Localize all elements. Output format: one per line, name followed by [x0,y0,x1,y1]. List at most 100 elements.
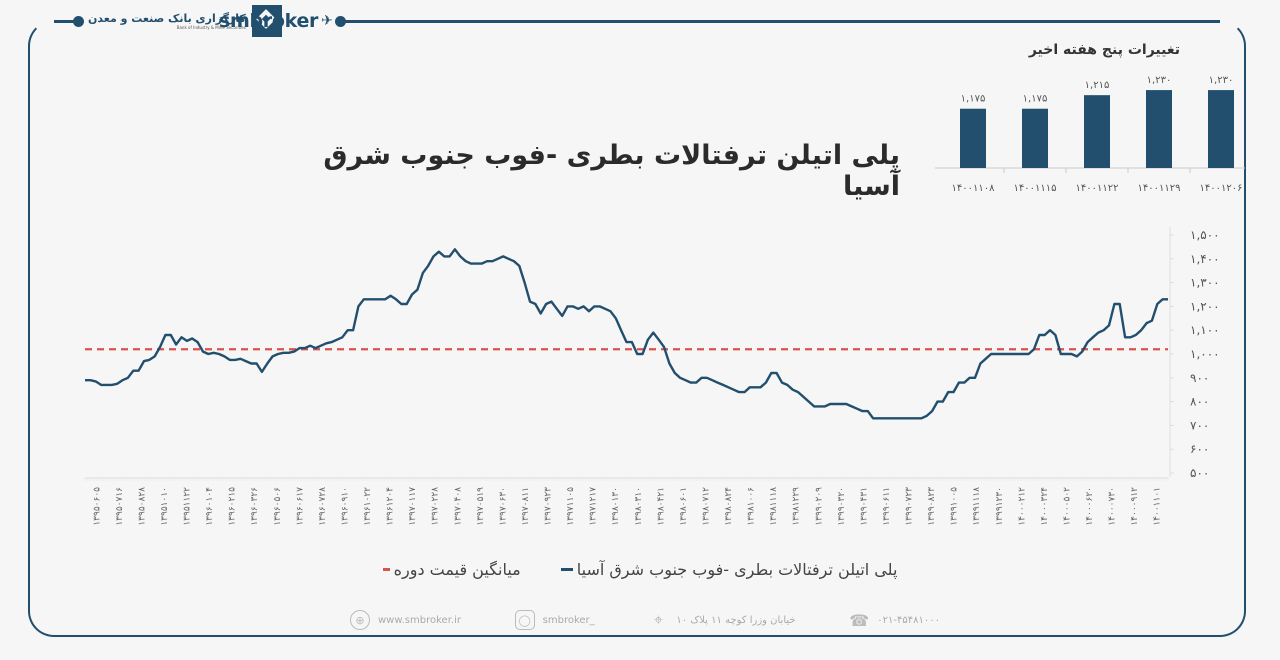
bar-category-label: ۱۴۰۰۱۲۰۶ [1200,183,1243,194]
x-tick-label: ۱۳۹۹۰۶۱۱ [882,487,892,526]
x-tick-label: ۱۳۹۵۰۷۱۶ [115,487,125,526]
footer-address: ⌖ خیابان وزرا کوچه ۱۱ پلاک ۱۰ [648,610,796,630]
page-frame [28,20,1246,637]
x-tick-label: ۱۳۹۹۰۲۰۹ [814,487,824,526]
instagram-text: smbroker_ [542,614,595,626]
bar-value-label: ۱,۲۳۰ [1147,75,1172,86]
x-tick-label: ۱۳۹۷۱۱۰۵ [566,487,576,526]
legend-solid-swatch [560,568,573,571]
x-tick-label: ۱۳۹۷۱۲۱۷ [589,487,599,526]
legend-average-label: میانگین قیمت دوره [393,560,521,579]
chart-title: پلی اتیلن ترفتالات بطری -فوب جنوب شرق آس… [323,140,900,202]
footer-instagram[interactable]: ◯ smbroker_ [514,610,595,630]
x-tick-label: ۱۳۹۹۱۲۳۰ [995,487,1005,526]
x-tick-label: ۱۳۹۹۰۴۳۱ [859,487,869,526]
legend-average: میانگین قیمت دوره [382,560,521,579]
frame-dot-right [335,15,346,27]
weekly-bar [1084,95,1110,168]
x-tick-label: ۱۴۰۰۰۷۳۰ [1108,487,1118,526]
x-tick-label: ۱۳۹۶۰۹۱۰ [340,487,350,526]
phone-icon: ☎ [849,610,870,630]
bar-category-label: ۱۴۰۰۱۱۰۸ [952,183,996,194]
x-tick-label: ۱۳۹۷۰۸۱۱ [521,487,531,526]
weekly-bar [1208,90,1234,168]
x-tick-label: ۱۳۹۸۰۱۳۰ [611,487,621,526]
bar-category-label: ۱۴۰۰۱۱۲۹ [1138,183,1181,194]
weekly-chart-title: تغییرات پنج هفته اخیر [1028,42,1180,58]
x-tick-label: ۱۴۰۰۰۹۱۲ [1130,487,1140,526]
y-tick-label: ۵۰۰ [1190,466,1209,480]
bar-value-label: ۱,۱۷۵ [1023,94,1048,105]
x-tick-label: ۱۳۹۶۱۰۲۲ [363,487,373,526]
price-series-line [85,248,1168,420]
x-tick-label: ۱۳۹۶۱۲۰۴ [386,487,396,526]
x-tick-label: ۱۴۰۰۱۱۰۱ [1153,487,1163,526]
x-tick-label: ۱۳۹۸۰۷۱۲ [701,487,711,526]
location-pin-icon: ⌖ [653,610,663,629]
company-logo: کارگزاری بانک صنعت و معدن Bank of Indust… [88,5,282,37]
y-tick-label: ۷۰۰ [1190,418,1209,432]
y-tick-label: ۱,۲۰۰ [1190,299,1220,313]
x-tick-label: ۱۴۰۰۰۶۲۰ [1085,487,1095,526]
price-line-chart: ۱,۵۰۰ ۱,۴۰۰ ۱,۳۰۰ ۱,۲۰۰ ۱,۱۰۰ ۱,۰۰۰ ۹۰۰ ۸۰۰ ۷۰۰ ۶… [84,227,1220,526]
x-tick-label: ۱۳۹۹۱۱۱۸ [972,487,982,526]
x-tick-label: ۱۳۹۵۱۱۲۲ [183,487,193,526]
x-tick-label: ۱۳۹۸۱۱۱۸ [769,487,779,526]
x-tick-label: ۱۳۹۸۱۲۲۹ [792,487,802,526]
legend-series: پلی اتیلن ترفتالات بطری -فوب جنوب شرق آس… [560,560,898,579]
bar-value-label: ۱,۲۳۰ [1209,75,1234,86]
paper-plane-icon: ✈ [321,13,333,29]
legend-series-label: پلی اتیلن ترفتالات بطری -فوب جنوب شرق آس… [576,560,898,579]
footer-website[interactable]: ⊕ www.smbroker.ir [350,610,461,630]
x-tick-label: ۱۳۹۶۰۲۱۵ [228,487,238,526]
frame-dot-left [73,15,84,27]
phone-text: ۰۲۱-۴۵۴۸۱۰۰۰ [877,614,940,626]
x-tick-label: ۱۳۹۵۱۰۱۰ [160,487,170,526]
brand-name: smbroker ✈ [219,10,333,32]
weekly-bar-chart: ۱,۱۷۵ ۱۴۰۰۱۱۰۸ ۱,۱۷۵ ۱۴۰۰۱۱۱۵ ۱,۲۱۵ ۱۴۰۰۱۱۲۲ ۱… [935,75,1245,194]
x-tick-label: ۱۳۹۸۰۳۱۰ [634,487,644,526]
x-tick-label: ۱۴۰۰۰۵۰۲ [1062,487,1072,526]
weekly-bar [960,108,986,168]
y-tick-label: ۱,۱۰۰ [1190,323,1220,337]
x-tick-label: ۱۳۹۹۰۳۲۰ [837,487,847,526]
x-tick-label: ۱۳۹۷۰۶۳۰ [498,487,508,526]
x-tick-label: ۱۳۹۵۰۸۲۸ [137,487,147,526]
x-tick-label: ۱۳۹۸۰۸۲۴ [724,487,734,526]
instagram-icon: ◯ [514,610,535,630]
x-tick-label: ۱۳۹۸۰۴۲۱ [656,487,666,526]
logo-persian-text: کارگزاری بانک صنعت و معدن [88,11,246,25]
y-tick-label: ۱,۳۰۰ [1190,276,1220,290]
y-tick-label: ۱,۴۰۰ [1190,252,1220,266]
bar-value-label: ۱,۱۷۵ [961,94,986,105]
x-tick-label: ۱۴۰۰۰۳۲۴ [1040,487,1050,526]
x-tick-label: ۱۳۹۶۰۶۱۷ [295,487,305,526]
y-tick-label: ۶۰۰ [1190,442,1209,456]
x-tick-label: ۱۳۹۷۰۲۲۸ [431,487,441,526]
x-tick-label: ۱۳۹۷۰۴۰۸ [453,487,463,526]
frame-top-line-left [54,20,80,23]
x-tick-label: ۱۳۹۸۰۶۰۱ [679,487,689,526]
y-tick-label: ۸۰۰ [1190,395,1209,409]
x-tick-label: ۱۳۹۸۱۰۰۶ [747,487,757,526]
chart-legend: پلی اتیلن ترفتالات بطری -فوب جنوب شرق آس… [340,560,940,579]
x-tick-label: ۱۳۹۷۰۵۱۹ [476,487,486,526]
brand-text: smbroker [219,10,319,32]
x-tick-label: ۱۳۹۶۰۷۲۸ [318,487,328,526]
footer-phone[interactable]: ☎ ۰۲۱-۴۵۴۸۱۰۰۰ [849,610,940,630]
x-tick-label: ۱۳۹۶۰۱۰۴ [205,487,215,526]
frame-top-line-right [340,20,1220,23]
y-tick-label: ۱,۰۰۰ [1190,347,1220,361]
x-tick-label: ۱۳۹۹۰۸۲۳ [927,487,937,526]
x-tick-label: ۱۳۹۷۰۱۱۷ [408,487,418,526]
logo-mark-icon [251,5,282,37]
x-tick-label: ۱۳۹۹۰۷۲۳ [905,487,915,526]
address-text: خیابان وزرا کوچه ۱۱ پلاک ۱۰ [676,614,796,626]
y-tick-label: ۱,۵۰۰ [1190,228,1220,242]
y-tick-label: ۹۰۰ [1190,371,1209,385]
weekly-bar [1022,108,1048,168]
bar-category-label: ۱۴۰۰۱۱۱۵ [1014,183,1057,194]
weekly-bar [1146,90,1172,168]
globe-icon: ⊕ [350,610,370,630]
x-tick-label: ۱۳۹۷۰۹۲۳ [544,487,554,526]
